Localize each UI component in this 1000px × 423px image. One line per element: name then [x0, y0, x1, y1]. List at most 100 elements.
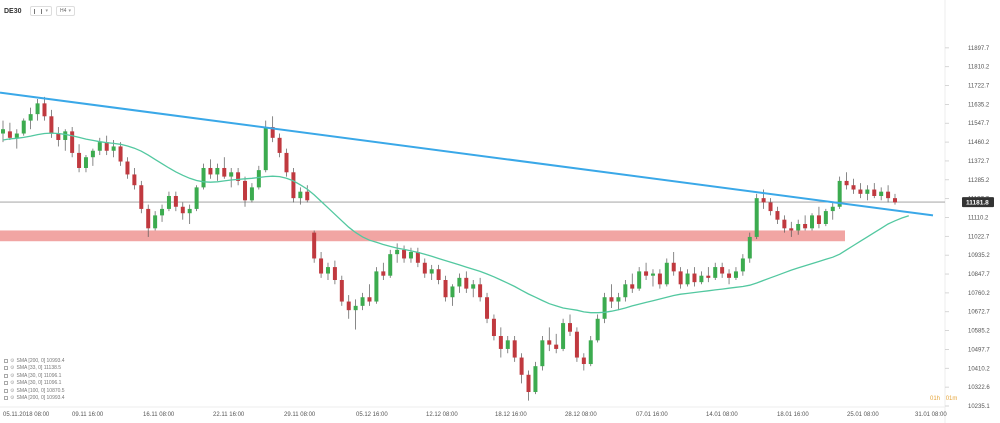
- candle[interactable]: [77, 152, 82, 168]
- candle[interactable]: [395, 249, 400, 255]
- candle[interactable]: [768, 202, 773, 212]
- candle[interactable]: [415, 251, 420, 263]
- candle[interactable]: [526, 374, 531, 393]
- candle[interactable]: [581, 357, 586, 365]
- candle[interactable]: [28, 114, 33, 121]
- candle[interactable]: [270, 127, 275, 138]
- checkbox-icon[interactable]: [4, 396, 8, 401]
- candle[interactable]: [325, 267, 330, 274]
- candle[interactable]: [796, 223, 801, 231]
- candle[interactable]: [249, 187, 254, 201]
- candle[interactable]: [858, 189, 863, 194]
- gear-icon[interactable]: ⚙: [10, 387, 15, 394]
- gear-icon[interactable]: ⚙: [10, 395, 15, 402]
- candle[interactable]: [678, 271, 683, 285]
- candle[interactable]: [63, 131, 68, 140]
- candle[interactable]: [7, 131, 12, 138]
- candle[interactable]: [263, 127, 268, 171]
- candle[interactable]: [339, 280, 344, 302]
- candle[interactable]: [381, 271, 386, 276]
- candle[interactable]: [671, 262, 676, 272]
- candle[interactable]: [187, 208, 192, 214]
- legend-item[interactable]: ⚙ SMA [100, 0] 10870.5: [4, 387, 65, 395]
- candle[interactable]: [305, 191, 310, 201]
- candle[interactable]: [180, 206, 185, 214]
- candle[interactable]: [284, 152, 289, 173]
- legend-item[interactable]: ⚙ SMA [33, 0] 11138.5: [4, 365, 65, 373]
- candle[interactable]: [657, 273, 662, 285]
- candle[interactable]: [35, 103, 40, 115]
- timeframe-hour[interactable]: 01h: [930, 396, 941, 402]
- candle[interactable]: [97, 142, 102, 151]
- candle[interactable]: [713, 267, 718, 278]
- candle[interactable]: [14, 133, 19, 138]
- candle[interactable]: [21, 120, 26, 134]
- candle[interactable]: [782, 219, 787, 229]
- candle[interactable]: [215, 167, 220, 175]
- candle[interactable]: [789, 228, 794, 231]
- candle[interactable]: [243, 180, 248, 201]
- candle[interactable]: [720, 267, 725, 274]
- candle[interactable]: [56, 133, 61, 140]
- candle[interactable]: [810, 215, 815, 229]
- candle[interactable]: [893, 198, 897, 203]
- candle[interactable]: [865, 189, 870, 194]
- chart-type-button[interactable]: ▾: [29, 6, 53, 16]
- candle[interactable]: [491, 318, 496, 337]
- candle[interactable]: [291, 172, 296, 199]
- candle[interactable]: [457, 277, 462, 287]
- candle[interactable]: [111, 146, 116, 151]
- candle[interactable]: [623, 284, 628, 298]
- trendline[interactable]: [0, 91, 934, 217]
- candle[interactable]: [208, 167, 213, 175]
- candle[interactable]: [422, 262, 427, 274]
- candle[interactable]: [49, 116, 54, 134]
- candle[interactable]: [803, 223, 808, 229]
- candle[interactable]: [443, 280, 448, 298]
- candle[interactable]: [692, 273, 697, 283]
- candle[interactable]: [118, 146, 123, 162]
- candle[interactable]: [70, 131, 75, 153]
- candle[interactable]: [879, 191, 884, 196]
- candle[interactable]: [498, 336, 503, 349]
- candle[interactable]: [125, 161, 130, 175]
- candle[interactable]: [236, 172, 241, 181]
- candle[interactable]: [747, 236, 752, 259]
- candle[interactable]: [851, 185, 856, 190]
- candle[interactable]: [886, 191, 891, 199]
- candle[interactable]: [222, 167, 227, 177]
- candle[interactable]: [450, 286, 455, 298]
- candle[interactable]: [1, 129, 5, 134]
- candle[interactable]: [630, 284, 635, 289]
- candle[interactable]: [160, 208, 165, 216]
- interval-button[interactable]: H4 ▾: [56, 6, 75, 16]
- candle[interactable]: [699, 275, 704, 283]
- candle[interactable]: [547, 340, 552, 345]
- legend-item[interactable]: ⚙ SMA [200, 0] 10993.4: [4, 395, 65, 403]
- checkbox-icon[interactable]: [4, 373, 8, 378]
- candle[interactable]: [353, 305, 358, 311]
- candle[interactable]: [505, 340, 510, 349]
- checkbox-icon[interactable]: [4, 381, 8, 386]
- candle[interactable]: [402, 249, 407, 259]
- candle[interactable]: [471, 284, 476, 289]
- candle[interactable]: [602, 297, 607, 319]
- candle[interactable]: [574, 331, 579, 358]
- candle[interactable]: [644, 271, 649, 276]
- candle[interactable]: [298, 191, 303, 199]
- candle[interactable]: [561, 323, 566, 349]
- candle[interactable]: [823, 211, 828, 224]
- candle[interactable]: [319, 258, 324, 274]
- timeframe-minute[interactable]: 01m: [945, 396, 958, 402]
- candle[interactable]: [727, 273, 732, 278]
- candle[interactable]: [139, 185, 144, 209]
- candle[interactable]: [277, 137, 282, 153]
- candle[interactable]: [42, 103, 47, 117]
- candle[interactable]: [388, 254, 393, 276]
- candle[interactable]: [519, 357, 524, 375]
- candle[interactable]: [83, 157, 88, 168]
- candle[interactable]: [872, 189, 877, 196]
- candle[interactable]: [104, 142, 109, 151]
- candle[interactable]: [706, 275, 711, 278]
